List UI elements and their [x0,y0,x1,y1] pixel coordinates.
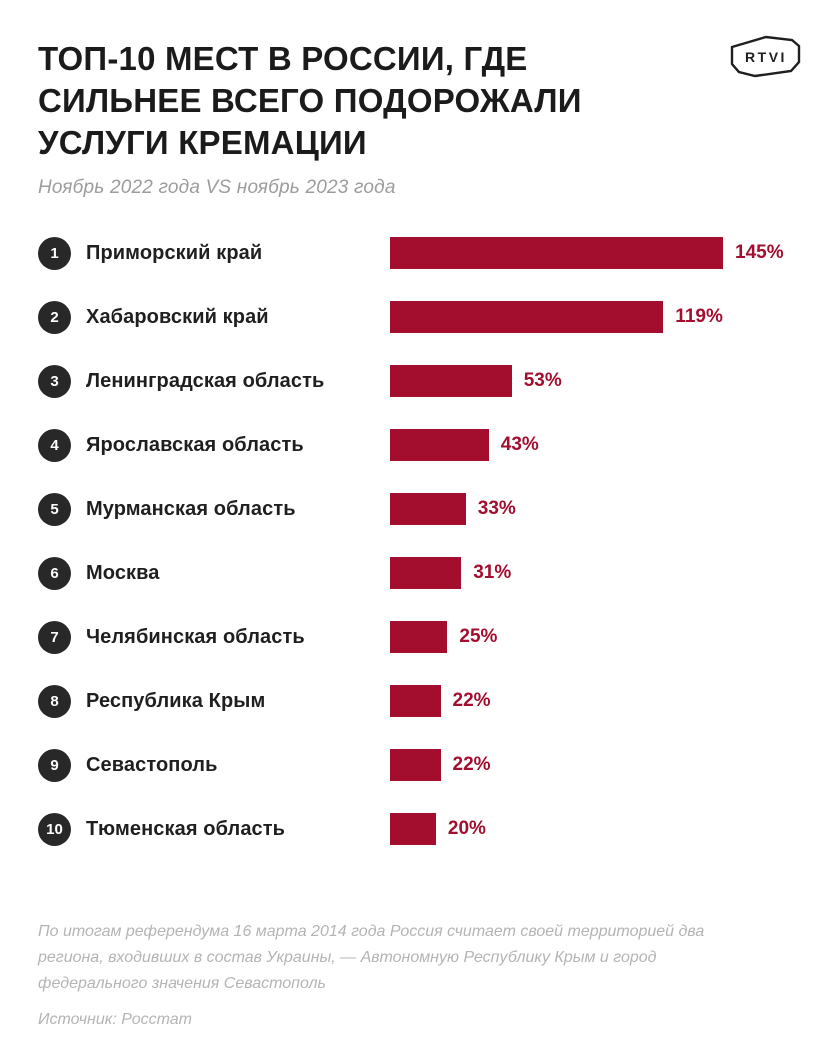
region-label: Ярославская область [86,433,304,456]
value-label: 53% [523,370,562,391]
value-label: 33% [477,498,516,519]
bar [390,365,512,397]
page-title: ТОП-10 МЕСТ В РОССИИ, ГДЕ СИЛЬНЕЕ ВСЕГО … [38,38,802,164]
region-label: Приморский край [86,241,263,264]
rank-badge: 9 [38,748,71,782]
bar-track: 43% [390,429,802,461]
region-label: Мурманская область [86,497,296,520]
chart-row: 5 Мурманская область 33% [38,477,802,541]
title-line-2: СИЛЬНЕЕ ВСЕГО ПОДОРОЖАЛИ [38,82,582,119]
bar-track: 119% [390,301,802,333]
bar [390,557,462,589]
region-label: Тюменская область [86,817,286,840]
rank-badge: 5 [38,492,71,526]
footnote: По итогам референдума 16 марта 2014 года… [38,923,705,992]
rtvi-logo: RTVI [728,33,804,83]
title-line-1: ТОП-10 МЕСТ В РОССИИ, ГДЕ [38,40,528,77]
bar [390,301,664,333]
region-label: Ленинградская область [86,369,325,392]
value-label: 119% [675,306,723,327]
rtvi-logo-icon: RTVI [730,35,801,78]
bar [390,493,466,525]
chart-subtitle: Ноябрь 2022 года VS ноябрь 2023 года [38,177,396,198]
chart-row: 3 Ленинградская область 53% [38,349,802,413]
chart-row: 1 Приморский край 145% [38,221,802,285]
footer: По итогам референдума 16 марта 2014 года… [38,919,802,1029]
bar-track: 145% [390,237,802,269]
title-line-3: УСЛУГИ КРЕМАЦИИ [38,124,367,161]
bar-track: 20% [390,813,802,845]
rank-badge: 10 [38,812,71,846]
region-label: Москва [86,561,160,584]
value-label: 43% [500,434,539,455]
rank-badge: 1 [38,236,71,270]
chart-row: 10 Тюменская область 20% [38,797,802,861]
bar-track: 25% [390,621,802,653]
bar-track: 33% [390,493,802,525]
rank-badge: 4 [38,428,71,462]
value-label: 20% [447,818,486,839]
value-label: 31% [473,562,512,583]
chart-row: 7 Челябинская область 25% [38,605,802,669]
bar-track: 53% [390,365,802,397]
value-label: 25% [459,626,498,647]
source-label: Источник: Росстат [38,1011,192,1028]
region-label: Севастополь [86,753,218,776]
rtvi-logo-text: RTVI [745,49,787,65]
chart-row: 8 Республика Крым 22% [38,669,802,733]
value-label: 145% [735,242,784,263]
bar-track: 22% [390,685,802,717]
rank-badge: 7 [38,620,71,654]
bar [390,621,448,653]
bar [390,685,441,717]
bar [390,237,723,269]
bar-track: 31% [390,557,802,589]
rank-badge: 6 [38,556,71,590]
bar-track: 22% [390,749,802,781]
bar [390,429,489,461]
chart-row: 2 Хабаровский край 119% [38,285,802,349]
rank-badge: 2 [38,300,71,334]
value-label: 22% [452,690,491,711]
chart-row: 4 Ярославская область 43% [38,413,802,477]
bar [390,813,436,845]
rank-badge: 8 [38,684,71,718]
region-label: Республика Крым [86,689,266,712]
chart-row: 9 Севастополь 22% [38,733,802,797]
region-label: Хабаровский край [86,305,269,328]
bar-chart: 1 Приморский край 145% 2 Хабаровский край 119… [38,221,802,861]
region-label: Челябинская область [86,625,305,648]
rank-badge: 3 [38,364,71,398]
value-label: 22% [452,754,491,775]
bar [390,749,441,781]
chart-row: 6 Москва 31% [38,541,802,605]
